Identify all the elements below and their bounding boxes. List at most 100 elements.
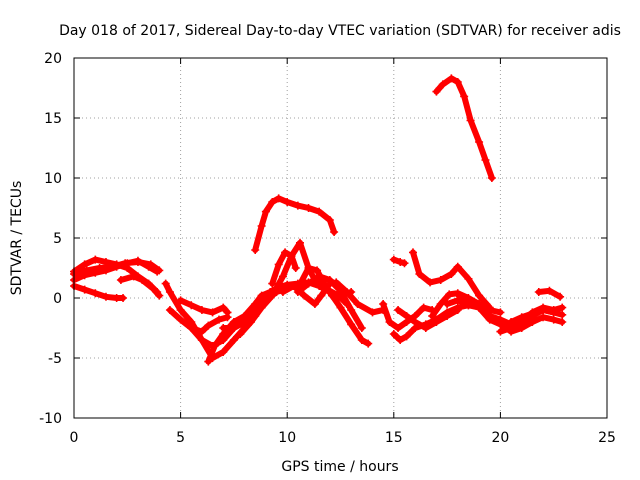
x-tick-label: 15 (385, 430, 403, 446)
data-point (80, 285, 89, 294)
data-point (364, 339, 373, 348)
data-point (304, 204, 313, 212)
data-point (278, 288, 287, 296)
data-point (400, 259, 409, 268)
data-point (300, 291, 309, 300)
data-point (402, 332, 411, 341)
data-point (507, 318, 516, 326)
data-point (347, 306, 356, 314)
data-point (197, 327, 206, 336)
data-point (251, 246, 260, 254)
data-point (353, 300, 362, 308)
data-point (229, 324, 238, 332)
data-point (453, 78, 462, 86)
data-point (485, 315, 494, 324)
data-point (257, 291, 266, 300)
data-point (187, 324, 196, 332)
data-point (549, 308, 558, 317)
data-point (101, 292, 110, 301)
data-point (176, 306, 185, 314)
data-point (453, 306, 462, 314)
data-point (95, 264, 104, 272)
x-tick-label: 5 (176, 430, 185, 446)
data-point (421, 324, 430, 332)
data-point (91, 255, 100, 264)
data-point (464, 274, 473, 283)
data-point (447, 270, 456, 278)
data-point (549, 315, 558, 324)
data-point (138, 276, 147, 284)
data-point (321, 282, 330, 290)
data-point (165, 306, 174, 314)
data-point (325, 276, 334, 284)
data-point (357, 336, 366, 344)
data-point (558, 303, 567, 312)
data-point (119, 294, 128, 302)
data-point (219, 324, 228, 332)
data-point (251, 300, 260, 308)
data-point (257, 303, 266, 312)
data-point (496, 320, 505, 329)
data-point (394, 306, 403, 314)
data-point (436, 276, 445, 284)
data-point (496, 308, 505, 317)
data-point (389, 330, 398, 338)
data-point (291, 264, 300, 272)
data-point (330, 228, 339, 236)
x-tick-label: 10 (278, 430, 296, 446)
data-point (82, 266, 91, 275)
data-point (415, 270, 424, 278)
data-series-group (70, 74, 567, 366)
data-point (528, 309, 537, 318)
y-tick-label: -10 (39, 411, 62, 427)
data-point (268, 291, 277, 300)
data-point (210, 342, 219, 350)
data-point (539, 306, 548, 314)
data-point (396, 258, 405, 266)
data-point (443, 312, 452, 320)
series-arc-1 (71, 283, 126, 301)
data-point (317, 291, 326, 300)
data-point (528, 318, 537, 326)
data-point (223, 313, 232, 322)
data-point (197, 306, 206, 314)
data-point (460, 92, 469, 101)
x-tick-label: 0 (70, 430, 79, 446)
data-point (281, 248, 290, 257)
chart-title: Day 018 of 2017, Sidereal Day-to-day VTE… (59, 23, 621, 39)
data-point (278, 272, 287, 281)
data-point (80, 260, 89, 269)
data-point (347, 288, 356, 296)
data-point (534, 288, 543, 296)
data-point (287, 252, 296, 260)
data-point (327, 291, 336, 300)
data-point (556, 292, 565, 301)
data-point (208, 308, 217, 317)
data-point (475, 303, 484, 312)
data-point (453, 262, 462, 271)
data-point (517, 313, 526, 322)
data-point (438, 80, 447, 89)
data-point (487, 174, 496, 182)
grid (74, 58, 607, 418)
data-point (268, 279, 277, 288)
data-point (91, 289, 100, 298)
data-point (293, 201, 302, 210)
data-point (453, 290, 462, 299)
data-point (310, 300, 319, 308)
data-point (246, 318, 255, 326)
data-point (445, 290, 454, 299)
data-point (121, 259, 130, 268)
data-point (447, 74, 456, 83)
data-point (539, 313, 548, 322)
data-point (558, 310, 567, 319)
x-tick-label: 20 (491, 430, 509, 446)
data-point (204, 321, 213, 330)
y-tick-label: 10 (44, 171, 62, 187)
y-tick-label: 0 (53, 291, 62, 307)
data-point (481, 156, 490, 164)
data-point (558, 318, 567, 326)
data-point (475, 138, 484, 146)
y-tick-label: -5 (48, 351, 62, 367)
